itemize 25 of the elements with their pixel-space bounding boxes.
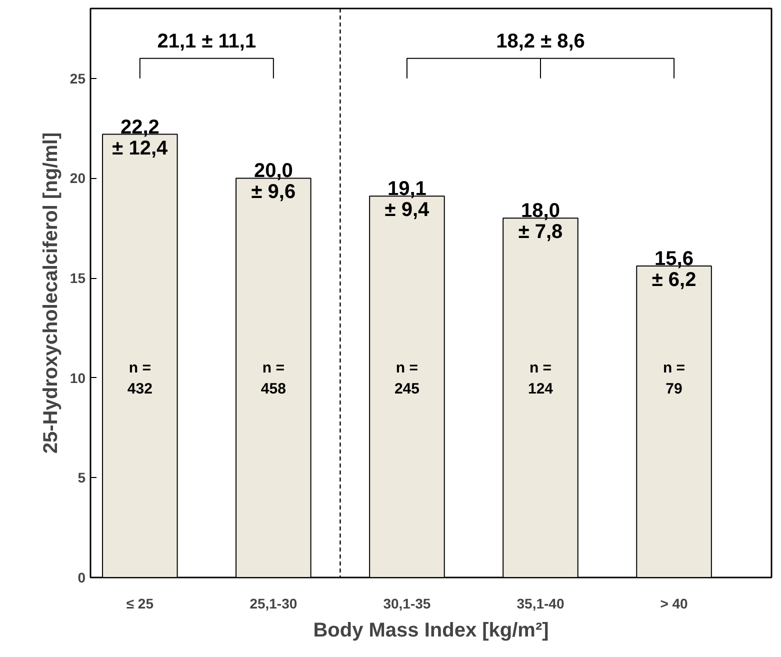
y-axis-title: 25-Hydroxycholecalciferol [ng/ml]: [40, 132, 62, 454]
x-axis-title: Body Mass Index [kg/m²]: [313, 620, 549, 642]
annotation: n = 79: [662, 359, 686, 398]
annotation: n = 458: [260, 359, 286, 398]
annotation: n = 432: [127, 359, 152, 398]
x-tick-label: 35,1-40: [516, 596, 564, 612]
y-tick-label: 25: [70, 70, 86, 86]
y-tick-label: 20: [70, 170, 86, 186]
annotation: n = 245: [394, 359, 420, 398]
x-tick-label: > 40: [660, 596, 688, 612]
data-label: 19,1 ± 9,4: [384, 178, 430, 222]
x-tick-label: ≤ 25: [126, 596, 154, 612]
data-label: 18,0 ± 7,8: [518, 200, 563, 244]
annotation: n = 124: [528, 359, 554, 398]
x-tick-label: 30,1-35: [383, 596, 431, 612]
x-tick-label: 25,1-30: [250, 596, 298, 612]
y-tick-label: 0: [78, 570, 86, 586]
annotation: 18,2 ± 8,6: [496, 30, 585, 52]
data-label: 20,0 ± 9,6: [251, 160, 296, 204]
y-tick-label: 10: [70, 370, 86, 386]
data-label: 22,2 ± 12,4: [112, 116, 169, 160]
y-tick-label: 15: [70, 270, 86, 286]
y-tick-label: 5: [78, 470, 86, 486]
data-label: 15,6 ± 6,2: [652, 248, 696, 292]
annotation: 21,1 ± 11,1: [157, 30, 256, 52]
